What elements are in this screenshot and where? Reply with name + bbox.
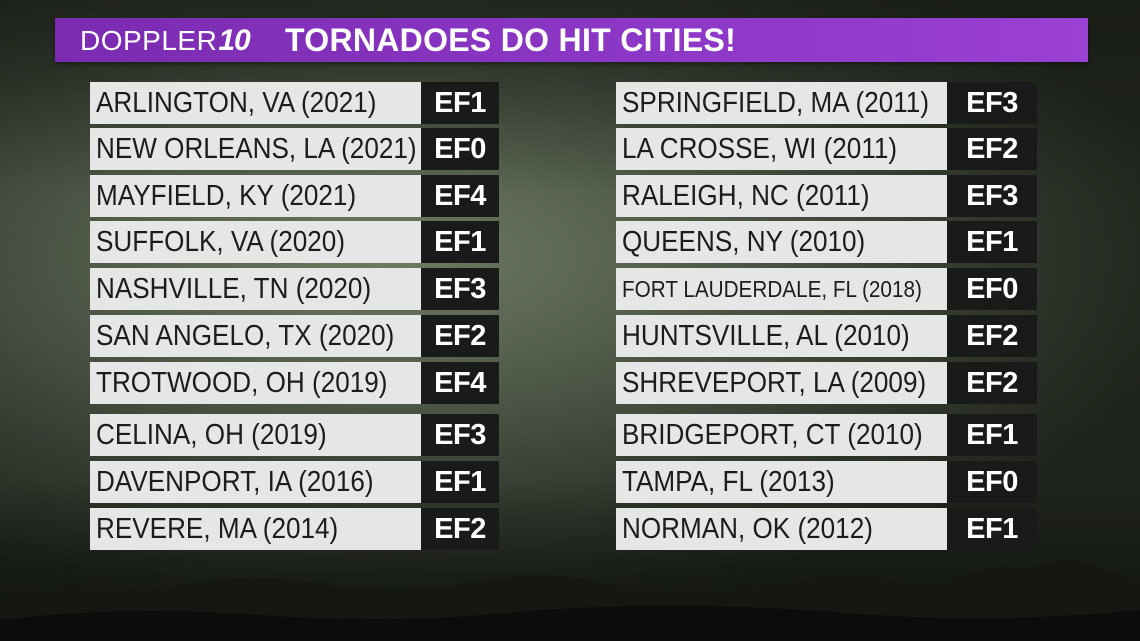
city-label: SAN ANGELO, TX (2020)	[90, 315, 421, 357]
ef-rating-badge: EF2	[947, 362, 1037, 404]
city-label: NASHVILLE, TN (2020)	[90, 268, 421, 310]
ef-rating-badge: EF3	[421, 268, 499, 310]
city-label: NORMAN, OK (2012)	[616, 508, 947, 550]
city-label: REVERE, MA (2014)	[90, 508, 421, 550]
graphic-title: TORNADOES DO HIT CITIES!	[285, 22, 737, 58]
ef-rating-badge: EF0	[421, 128, 499, 170]
ef-rating-badge: EF0	[947, 268, 1037, 310]
ef-rating-badge: EF2	[947, 128, 1037, 170]
ef-rating-badge: EF1	[947, 221, 1037, 263]
ef-rating-badge: EF2	[421, 315, 499, 357]
logo-number: 10	[218, 24, 250, 57]
city-label: QUEENS, NY (2010)	[616, 221, 947, 263]
city-label: SPRINGFIELD, MA (2011)	[616, 82, 947, 124]
city-label: BRIDGEPORT, CT (2010)	[616, 414, 947, 456]
doppler10-logo: DOPPLER10	[80, 24, 251, 57]
city-label: FORT LAUDERDALE, FL (2018)	[616, 268, 947, 310]
city-label: HUNTSVILLE, AL (2010)	[616, 315, 947, 357]
ef-rating-badge: EF1	[421, 82, 499, 124]
ef-rating-badge: EF0	[947, 461, 1037, 503]
ef-rating-badge: EF1	[421, 461, 499, 503]
logo-text: DOPPLER	[80, 25, 218, 56]
ef-rating-badge: EF2	[421, 508, 499, 550]
ef-rating-badge: EF3	[947, 82, 1037, 124]
city-label: TROTWOOD, OH (2019)	[90, 362, 421, 404]
ef-rating-badge: EF4	[421, 175, 499, 217]
city-label: TAMPA, FL (2013)	[616, 461, 947, 503]
treeline-silhouette	[0, 559, 1140, 641]
city-label: RALEIGH, NC (2011)	[616, 175, 947, 217]
city-label: ARLINGTON, VA (2021)	[90, 82, 421, 124]
ef-rating-badge: EF1	[947, 414, 1037, 456]
ef-rating-badge: EF3	[947, 175, 1037, 217]
city-label: MAYFIELD, KY (2021)	[90, 175, 421, 217]
city-label: CELINA, OH (2019)	[90, 414, 421, 456]
ef-rating-badge: EF2	[947, 315, 1037, 357]
ef-rating-badge: EF1	[421, 221, 499, 263]
ef-rating-badge: EF1	[947, 508, 1037, 550]
ef-rating-badge: EF3	[421, 414, 499, 456]
ef-rating-badge: EF4	[421, 362, 499, 404]
city-label: DAVENPORT, IA (2016)	[90, 461, 421, 503]
city-label: SUFFOLK, VA (2020)	[90, 221, 421, 263]
title-banner: DOPPLER10 TORNADOES DO HIT CITIES!	[55, 18, 1088, 62]
city-label: LA CROSSE, WI (2011)	[616, 128, 947, 170]
city-label: SHREVEPORT, LA (2009)	[616, 362, 947, 404]
city-label: NEW ORLEANS, LA (2021)	[90, 128, 421, 170]
